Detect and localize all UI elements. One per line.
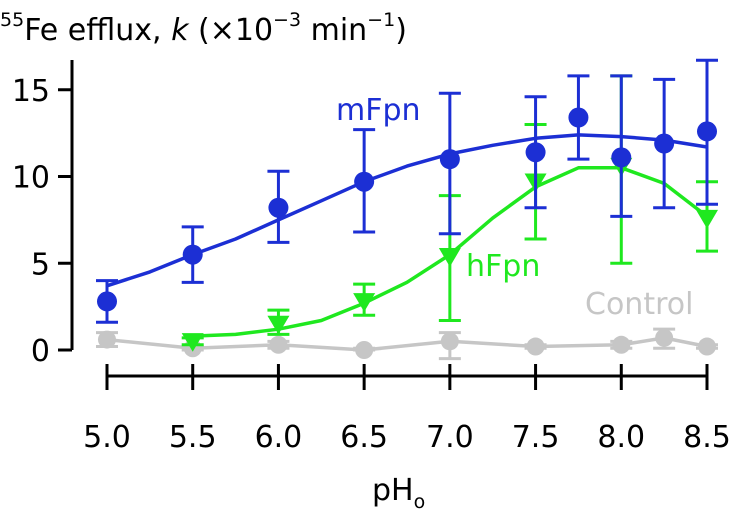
data-point-mfpn <box>182 244 203 265</box>
y-tick-label: 5 <box>31 247 50 282</box>
data-point-mfpn <box>439 149 460 170</box>
chart-title: 55Fe efflux, k (×10−3 min−1) <box>0 9 407 48</box>
title-k: k <box>171 13 190 48</box>
title-main: Fe efflux, <box>24 13 171 48</box>
x-tick-label: 8.0 <box>597 420 645 455</box>
data-point-control <box>698 337 716 356</box>
y-tick-label: 10 <box>12 161 50 196</box>
x-tick-label: 7.0 <box>426 420 474 455</box>
data-point-hfpn <box>267 315 290 335</box>
x-tick-label: 8.5 <box>683 420 731 455</box>
series-layer <box>96 58 718 361</box>
title-paren-close: ) <box>395 13 407 48</box>
title-exponent: −3 <box>273 9 301 31</box>
data-point-control <box>440 332 459 351</box>
series-label-hfpn: hFpn <box>466 249 540 284</box>
series-label-mfpn: mFpn <box>336 93 421 128</box>
title-paren-open: (×10 <box>188 13 273 48</box>
x-axis-label-subscript: o <box>414 491 426 513</box>
data-point-control <box>655 328 674 347</box>
x-tick-label: 7.5 <box>512 420 560 455</box>
data-point-hfpn <box>353 293 376 312</box>
x-tick-label: 5.0 <box>83 420 131 455</box>
title-isotope-superscript: 55 <box>0 9 24 31</box>
series-label-control: Control <box>585 287 693 322</box>
data-point-mfpn <box>654 133 675 154</box>
title-unit-exponent: −1 <box>367 9 395 31</box>
data-point-mfpn <box>268 197 289 218</box>
y-tick-label: 0 <box>31 334 50 369</box>
series-control <box>96 327 718 361</box>
data-point-mfpn <box>697 121 717 142</box>
data-point-mfpn <box>97 291 117 312</box>
data-point-hfpn <box>696 209 718 229</box>
data-point-mfpn <box>568 107 589 128</box>
data-point-control <box>355 341 374 359</box>
data-point-control <box>526 337 545 356</box>
data-point-control <box>269 335 288 354</box>
data-point-mfpn <box>611 147 632 168</box>
x-axis-label-main: pH <box>372 473 414 508</box>
x-tick-label: 6.5 <box>340 420 388 455</box>
data-point-hfpn <box>181 333 204 352</box>
y-tick-label: 15 <box>12 74 50 109</box>
data-point-mfpn <box>354 171 375 192</box>
fit-line-mfpn <box>106 133 708 288</box>
data-point-mfpn <box>525 142 546 163</box>
title-unit: min <box>301 13 367 48</box>
data-point-control <box>612 335 631 354</box>
x-tick-label: 6.0 <box>255 420 303 455</box>
x-ticks: 5.0 5.5 6.0 6.5 7.0 7.5 8.0 8.5 <box>83 364 731 455</box>
y-ticks: 0 5 10 15 <box>12 74 72 369</box>
series-mfpn <box>96 58 718 324</box>
x-tick-label: 5.5 <box>169 420 217 455</box>
data-point-control <box>98 330 116 349</box>
x-axis-label: pHo <box>372 473 425 513</box>
data-point-hfpn <box>438 248 461 267</box>
